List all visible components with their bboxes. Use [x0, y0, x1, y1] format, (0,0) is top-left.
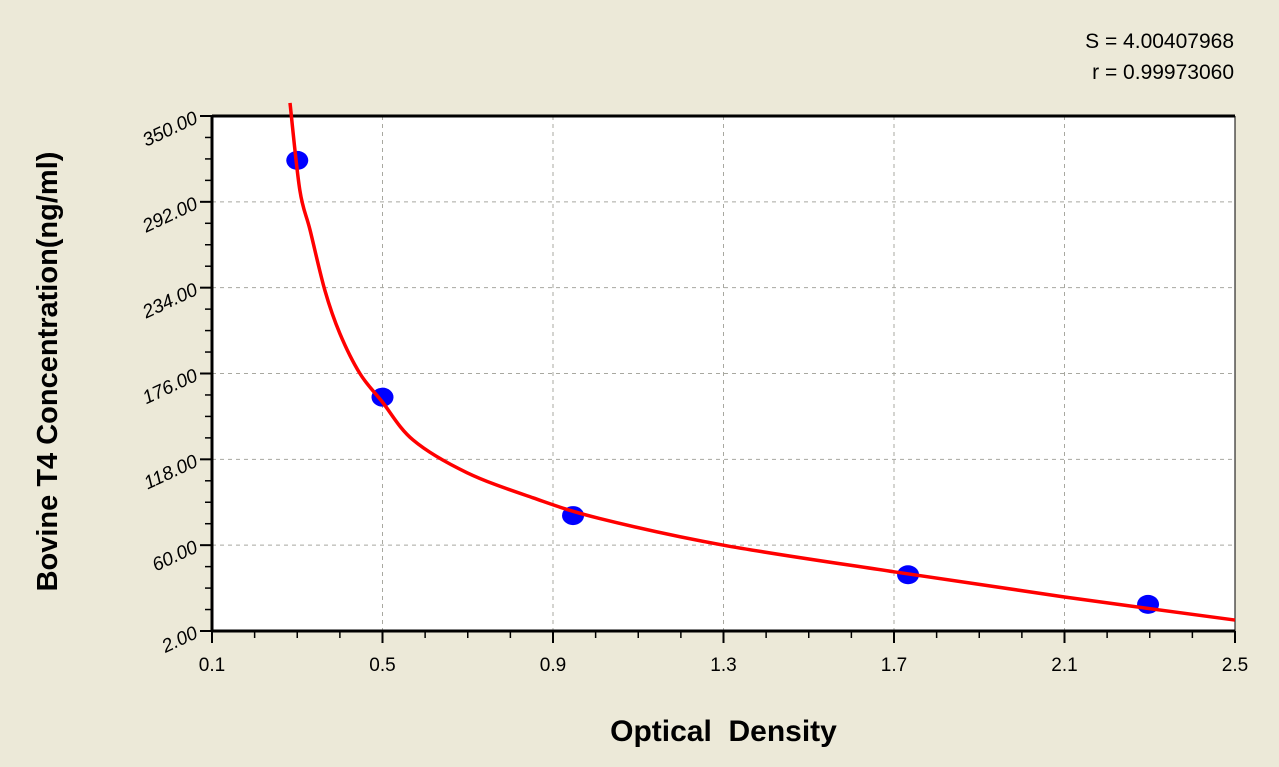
x-tick-label: 2.5: [1222, 655, 1248, 676]
y-tick-label: 176.00: [140, 365, 202, 409]
x-tick-label: 0.5: [369, 655, 395, 676]
x-tick-label: 1.3: [710, 655, 736, 676]
y-tick-label: 118.00: [141, 451, 202, 494]
fit-curve: [288, 102, 1236, 622]
x-tick-label: 0.9: [540, 655, 566, 676]
y-tick-label: 292.00: [139, 193, 202, 237]
y-axis-label: Bovine T4 Concentration(ng/ml): [32, 152, 64, 592]
x-tick-label: 1.7: [881, 655, 907, 676]
s-statistic: S = 4.00407968: [1085, 30, 1234, 53]
r-statistic: r = 0.99973060: [1092, 61, 1234, 84]
y-tick-label: 60.00: [149, 537, 201, 576]
y-tick-label: 2.00: [158, 623, 202, 658]
x-tick-label: 2.1: [1051, 655, 1077, 676]
x-tick-label: 0.1: [199, 655, 225, 676]
y-tick-label: 234.00: [139, 279, 202, 323]
data-point: [371, 387, 394, 407]
x-axis-label: Optical Density: [610, 715, 837, 748]
y-tick-label: 350.00: [140, 108, 202, 152]
